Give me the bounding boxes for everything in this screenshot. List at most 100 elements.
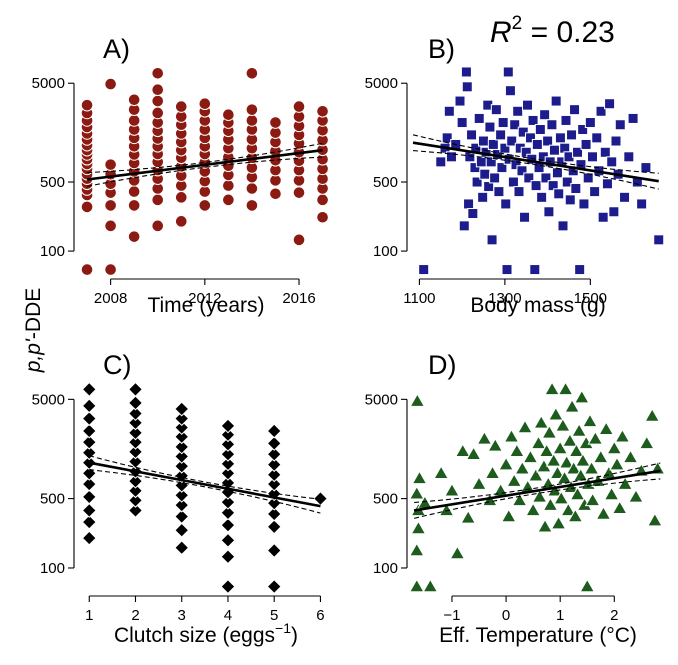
data-point — [81, 434, 97, 450]
data-point — [556, 470, 573, 485]
data-point — [81, 398, 97, 414]
data-point — [266, 579, 282, 595]
x-tick-label: 1 — [85, 607, 93, 624]
shared-y-axis-label: p,p'-DDE — [22, 288, 45, 374]
data-point — [471, 176, 483, 188]
x-tick-label: 3 — [178, 607, 186, 624]
x-tick-label: 0 — [502, 607, 510, 624]
ci-upper-line — [414, 462, 661, 504]
data-point — [595, 505, 612, 520]
data-point — [80, 98, 94, 112]
y-tick-label: 5000 — [365, 75, 398, 92]
data-point — [542, 135, 554, 147]
data-point — [81, 530, 97, 546]
data-point — [582, 413, 598, 428]
data-point — [557, 381, 574, 396]
data-point — [490, 104, 502, 116]
data-point — [174, 411, 190, 427]
data-point — [460, 66, 472, 78]
data-point — [636, 198, 648, 210]
data-point — [174, 540, 190, 556]
data-point — [220, 436, 236, 452]
data-point — [266, 495, 282, 511]
data-point — [174, 215, 188, 228]
data-point — [409, 393, 426, 407]
data-point — [198, 185, 212, 198]
data-point — [493, 186, 505, 198]
data-point — [539, 109, 551, 121]
data-point — [503, 428, 520, 443]
data-point — [541, 424, 558, 439]
data-point — [519, 211, 531, 223]
ci-lower-line — [89, 469, 321, 514]
data-point — [245, 114, 259, 127]
data-point — [104, 263, 117, 276]
data-point — [486, 234, 498, 246]
data-point — [638, 435, 655, 450]
data-point — [174, 420, 190, 436]
data-point — [475, 156, 487, 168]
data-point — [473, 112, 485, 124]
data-point — [469, 162, 481, 174]
data-point — [454, 95, 466, 107]
data-point — [266, 423, 282, 439]
data-points — [408, 381, 666, 593]
data-point — [606, 156, 618, 168]
data-point — [584, 492, 601, 507]
data-point — [220, 494, 236, 510]
data-point — [222, 193, 235, 207]
data-point — [560, 114, 572, 126]
data-point — [80, 263, 94, 276]
data-point — [543, 206, 555, 218]
data-point — [104, 199, 117, 212]
data-point — [292, 100, 306, 113]
data-point — [485, 156, 497, 168]
data-point — [525, 132, 537, 144]
data-point — [104, 158, 117, 171]
x-tick-label: 1 — [556, 607, 564, 624]
y-tick-label: 500 — [373, 174, 398, 191]
regression-line — [412, 141, 659, 183]
data-point — [569, 104, 581, 116]
data-point — [587, 430, 604, 445]
x-tick-label: −1 — [443, 607, 460, 624]
data-point — [174, 487, 190, 503]
data-point — [316, 210, 329, 224]
data-point — [538, 443, 555, 457]
x-tick-label: 2 — [610, 607, 618, 624]
data-point — [478, 135, 490, 147]
data-point — [497, 117, 509, 129]
data-point — [408, 578, 425, 593]
data-point — [467, 208, 479, 220]
data-point — [460, 509, 477, 524]
data-point — [509, 443, 525, 457]
data-point — [547, 180, 559, 192]
panel-c: 1 2 3 4 5 6 100 500 5000 Clutch size (eggs−1) C) — [32, 350, 328, 647]
y-tick-label: 5000 — [32, 391, 65, 408]
data-point — [582, 172, 594, 184]
x-tick-label: 1300 — [488, 290, 521, 307]
data-point — [557, 220, 569, 232]
data-point — [569, 486, 586, 501]
data-point — [477, 191, 489, 203]
data-point — [151, 219, 165, 233]
x-axis-label: Eff. Temperature (°C) — [439, 624, 637, 647]
data-point — [644, 407, 661, 422]
data-point — [548, 144, 560, 156]
data-point — [525, 502, 541, 517]
data-point — [583, 460, 600, 475]
data-point — [614, 428, 631, 443]
data-point — [592, 449, 609, 464]
data-point — [81, 445, 97, 461]
data-point — [578, 198, 590, 210]
data-point — [537, 518, 553, 533]
data-point — [506, 135, 518, 147]
data-point — [174, 458, 190, 474]
data-point — [501, 264, 513, 276]
data-point — [555, 417, 571, 432]
data-point — [579, 578, 596, 593]
data-point — [487, 437, 504, 452]
data-point — [443, 105, 455, 117]
data-point — [622, 449, 639, 464]
